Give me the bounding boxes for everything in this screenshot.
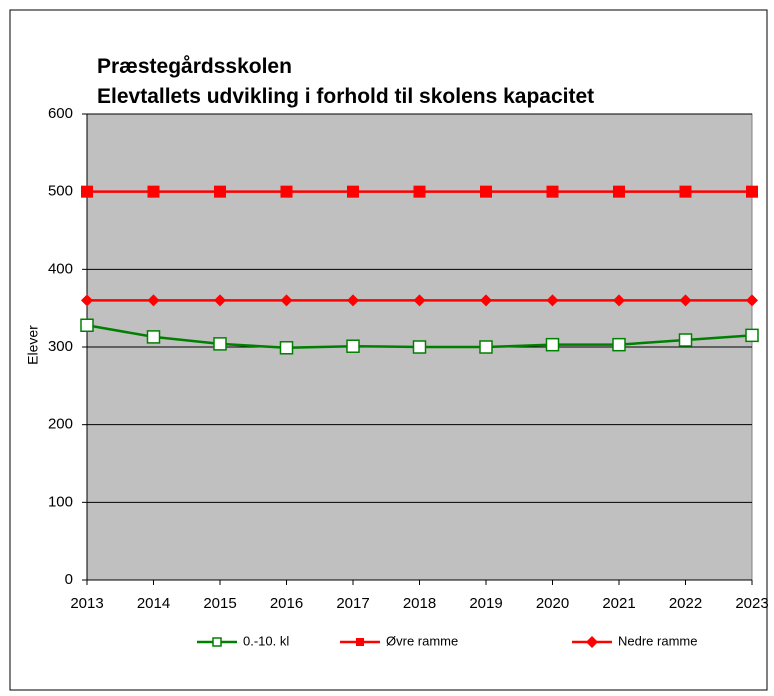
marker — [480, 185, 492, 198]
marker — [147, 185, 160, 198]
legend-marker — [586, 636, 598, 648]
marker — [347, 185, 359, 198]
y-tick-label: 300 — [48, 338, 73, 355]
marker — [546, 185, 559, 198]
legend-marker — [356, 638, 364, 646]
marker — [746, 185, 758, 198]
x-tick-label: 2020 — [536, 595, 569, 612]
marker — [746, 294, 758, 307]
x-tick-label: 2023 — [735, 595, 768, 612]
marker — [480, 294, 492, 307]
y-tick-label: 0 — [65, 571, 73, 588]
x-tick-label: 2017 — [336, 595, 369, 612]
y-tick-label: 500 — [48, 183, 73, 200]
legend-marker — [212, 637, 222, 647]
chart-title: Præstegårdsskolen — [97, 55, 292, 78]
marker — [413, 294, 426, 307]
x-tick-label: 2014 — [137, 595, 170, 612]
marker — [146, 330, 161, 344]
y-axis-label: Elever — [25, 325, 41, 365]
marker — [280, 294, 293, 307]
x-tick-label: 2015 — [203, 595, 236, 612]
marker — [346, 339, 360, 353]
x-tick-label: 2013 — [70, 595, 103, 612]
y-tick-label: 100 — [48, 493, 73, 510]
y-tick-label: 200 — [48, 416, 73, 433]
x-tick-label: 2016 — [270, 595, 303, 612]
y-tick-label: 400 — [48, 260, 73, 277]
marker — [678, 333, 693, 347]
x-tick-label: 2018 — [403, 595, 436, 612]
marker — [479, 340, 493, 354]
marker — [81, 294, 93, 307]
marker — [214, 294, 226, 307]
marker — [679, 185, 692, 198]
marker — [612, 337, 626, 352]
marker — [214, 185, 226, 198]
marker — [546, 294, 559, 307]
marker — [213, 337, 227, 351]
marker — [147, 294, 160, 307]
x-tick-label: 2022 — [669, 595, 702, 612]
marker — [280, 185, 293, 198]
marker — [81, 185, 93, 198]
marker — [745, 328, 759, 343]
legend-label: Øvre ramme — [386, 633, 458, 648]
marker — [80, 318, 94, 333]
marker — [347, 294, 359, 307]
marker — [412, 340, 427, 354]
marker — [545, 337, 560, 352]
legend-label: Nedre ramme — [618, 633, 697, 648]
y-tick-label: 600 — [48, 105, 73, 122]
x-tick-label: 2021 — [602, 595, 635, 612]
marker — [413, 185, 426, 198]
marker — [613, 185, 625, 198]
chart-title: Elevtallets udvikling i forhold til skol… — [97, 85, 594, 108]
legend-label: 0.-10. kl — [243, 633, 289, 648]
marker — [679, 294, 692, 307]
x-tick-label: 2019 — [469, 595, 502, 612]
marker — [279, 341, 294, 355]
marker — [613, 294, 625, 307]
